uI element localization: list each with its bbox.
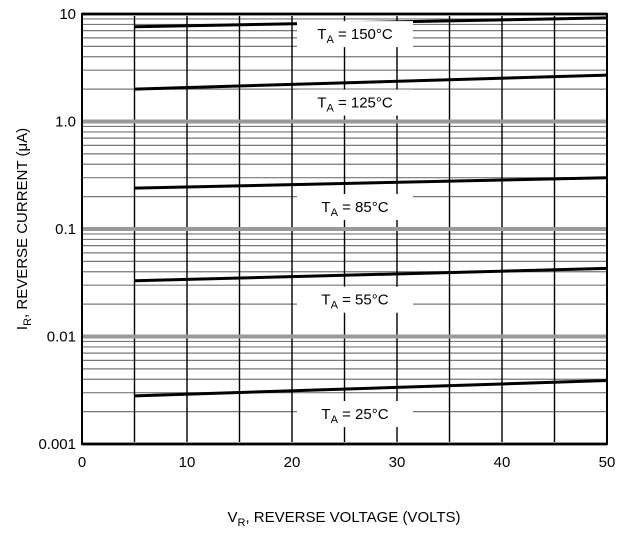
series-label: TA = 25°C bbox=[297, 401, 413, 428]
series-line bbox=[134, 379, 608, 398]
x-tick-labels: 0 10 20 30 40 50 bbox=[78, 454, 616, 471]
x-axis-label-main: V bbox=[227, 509, 237, 526]
x-tick-label: 0 bbox=[78, 454, 86, 471]
x-tick-label: 30 bbox=[389, 454, 406, 471]
x-tick-label: 20 bbox=[284, 454, 301, 471]
y-tick-labels: 0.001 0.01 0.1 1.0 10 bbox=[38, 6, 76, 453]
series-label-text: TA = 85°C bbox=[321, 199, 388, 219]
x-tick-label: 10 bbox=[179, 454, 196, 471]
series-label-text: TA = 150°C bbox=[317, 26, 393, 46]
plot-frame bbox=[81, 13, 608, 445]
y-axis-label-main: I bbox=[14, 326, 31, 330]
series-label: TA = 85°C bbox=[297, 194, 413, 221]
series-line bbox=[134, 266, 608, 283]
series-line bbox=[134, 73, 608, 91]
x-axis-label: VR, REVERSE VOLTAGE (VOLTS) bbox=[227, 509, 460, 529]
series-label-background bbox=[297, 21, 413, 48]
y-tick-label: 10 bbox=[59, 6, 76, 23]
x-tick-label: 50 bbox=[599, 454, 616, 471]
series-label: TA = 125°C bbox=[297, 89, 413, 116]
y-axis-label-sub: R bbox=[22, 318, 34, 326]
series-label-text: TA = 125°C bbox=[317, 95, 393, 115]
series-labels: TA = 150°C TA = 125°C TA = 85°C TA = 55°C TA… bbox=[297, 21, 413, 428]
y-tick-label: 0.01 bbox=[47, 329, 76, 346]
series-label-text: TA = 25°C bbox=[321, 406, 388, 426]
y-tick-label: 0.001 bbox=[38, 436, 76, 453]
series-label-background bbox=[297, 286, 413, 313]
series-label-text: TA = 55°C bbox=[321, 292, 388, 312]
y-tick-label: 1.0 bbox=[55, 114, 76, 131]
series-line bbox=[134, 176, 608, 190]
series-label: TA = 150°C bbox=[297, 21, 413, 48]
series-label: TA = 55°C bbox=[297, 286, 413, 313]
series-label-background bbox=[297, 401, 413, 428]
series-label-background bbox=[297, 89, 413, 116]
x-axis-label-rest: , REVERSE VOLTAGE (VOLTS) bbox=[245, 509, 460, 526]
y-axis-label: IR, REVERSE CURRENT (μA) bbox=[14, 128, 34, 330]
series-lines bbox=[134, 16, 608, 398]
y-tick-label: 0.1 bbox=[55, 221, 76, 238]
series-label-background bbox=[297, 194, 413, 221]
x-axis-label-sub: R bbox=[238, 517, 246, 529]
y-axis-label-rest: , REVERSE CURRENT (μA) bbox=[14, 128, 31, 318]
x-tick-label: 40 bbox=[494, 454, 511, 471]
